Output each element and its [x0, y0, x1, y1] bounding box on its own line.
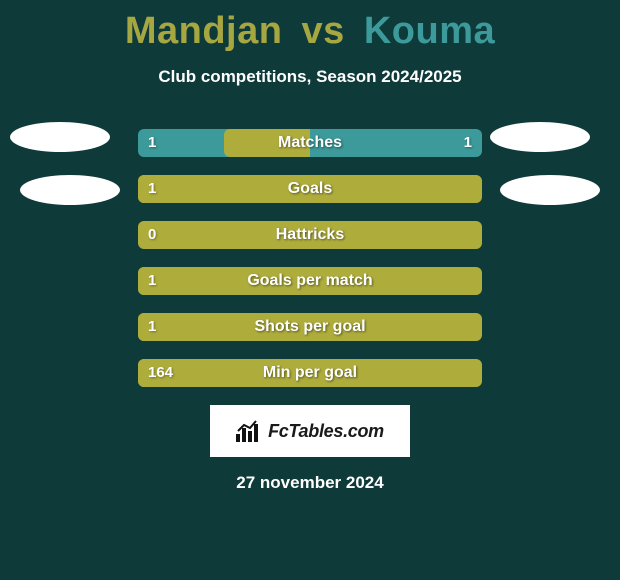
bar-track	[138, 175, 482, 203]
stat-value-left: 0	[148, 221, 156, 249]
player2-name: Kouma	[364, 10, 495, 52]
vs-text: vs	[302, 10, 345, 52]
stat-value-left: 164	[148, 359, 173, 387]
bar-track	[138, 267, 482, 295]
player1-name: Mandjan	[125, 10, 283, 52]
chart-icon	[236, 420, 262, 442]
stat-row: 11Matches	[0, 129, 620, 157]
bar-left-fill	[138, 267, 310, 295]
bar-right-fill	[310, 129, 396, 157]
bar-track	[138, 359, 482, 387]
logo-box: FcTables.com	[210, 405, 410, 457]
stat-value-left: 1	[148, 175, 156, 203]
stat-row: 164Min per goal	[0, 359, 620, 387]
bar-track	[138, 221, 482, 249]
stat-value-right: 1	[464, 129, 472, 157]
stat-row: 1Goals per match	[0, 267, 620, 295]
comparison-title: Mandjan vs Kouma	[0, 0, 620, 53]
bar-track	[138, 313, 482, 341]
stat-value-left: 1	[148, 313, 156, 341]
stat-value-left: 1	[148, 267, 156, 295]
bar-left-fill	[138, 175, 310, 203]
logo-text: FcTables.com	[268, 421, 384, 442]
bar-left-fill	[224, 129, 310, 157]
bar-track	[138, 129, 482, 157]
stats-rows: 11Matches1Goals0Hattricks1Goals per matc…	[0, 129, 620, 387]
stat-row: 0Hattricks	[0, 221, 620, 249]
bar-left-fill	[138, 313, 310, 341]
stat-row: 1Goals	[0, 175, 620, 203]
stat-value-left: 1	[148, 129, 156, 157]
stat-row: 1Shots per goal	[0, 313, 620, 341]
subtitle: Club competitions, Season 2024/2025	[0, 67, 620, 87]
date: 27 november 2024	[0, 473, 620, 493]
